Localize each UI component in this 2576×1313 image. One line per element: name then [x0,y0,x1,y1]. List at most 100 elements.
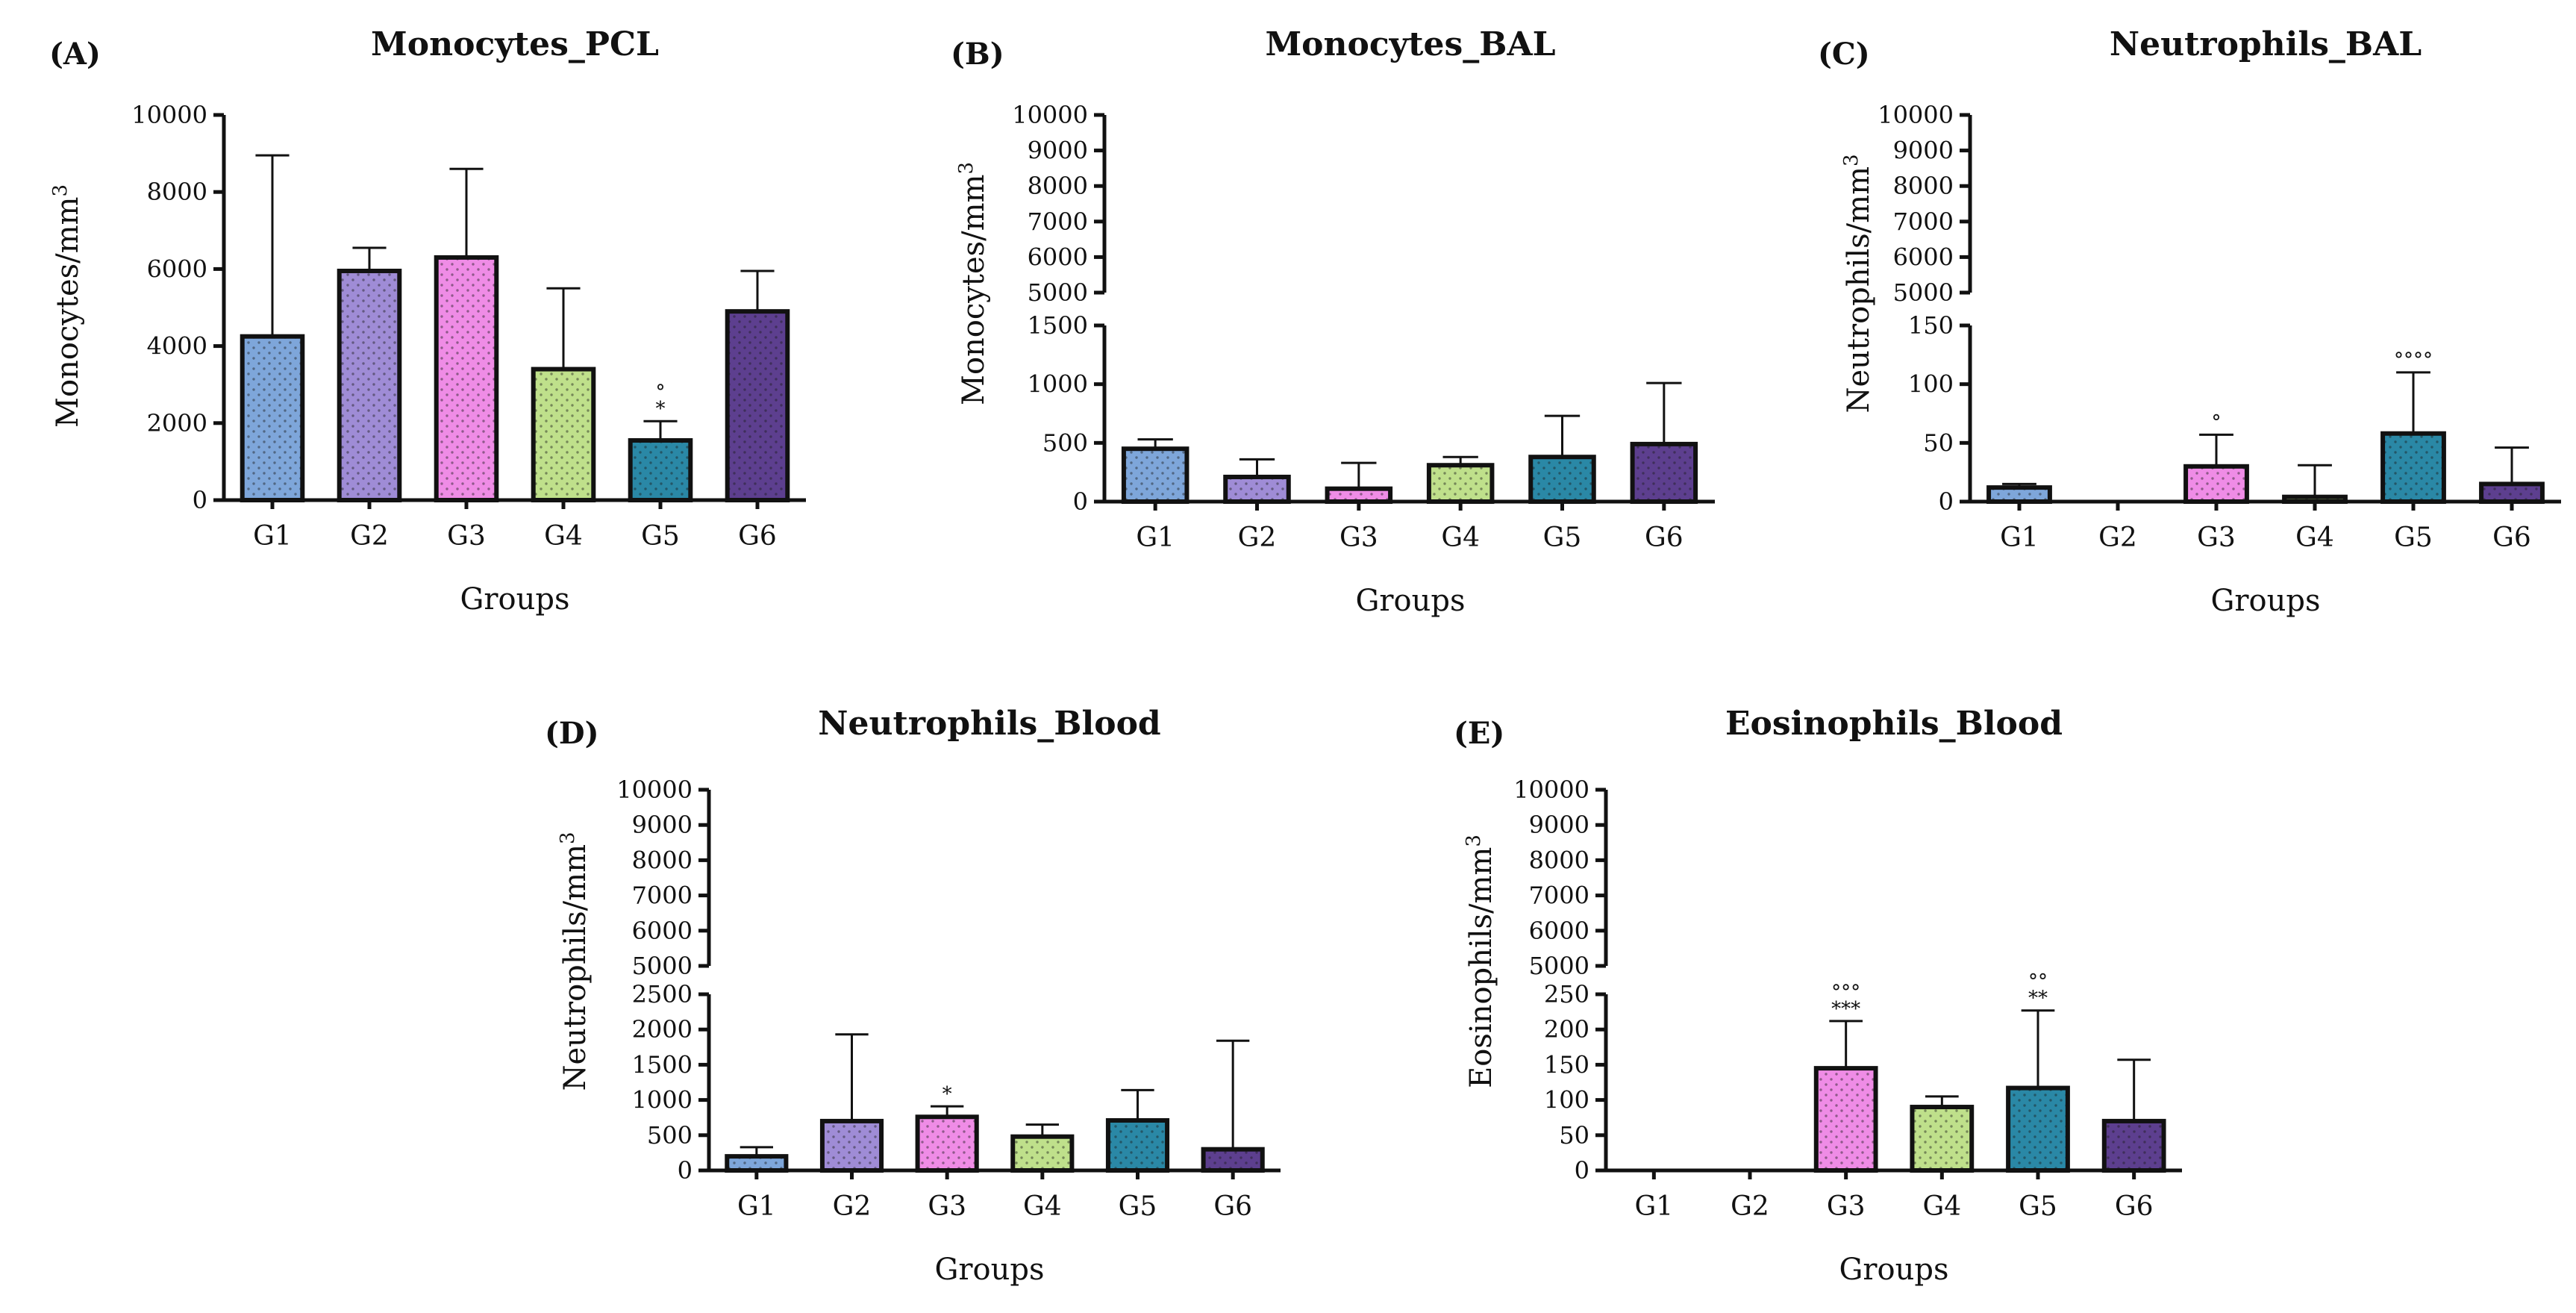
panel-b-y-tick-label: 6000 [1028,243,1088,271]
panel-e-y-tick-label: 100 [1544,1086,1589,1114]
panel-e-y-tick-label: 5000 [1529,952,1589,980]
panel-a-y-tick-label: 4000 [147,332,207,361]
panel-b: (B) Monocytes_BAL 0 500 1000 1500 5000 6000 70… [951,25,1715,618]
panel-b-bar-texture-g3 [1327,488,1391,502]
panel-b-bar-texture-g6 [1632,443,1696,502]
panel-d: (D) Neutrophils_Blood 0 500 1000 1500 2000 25… [545,705,1281,1287]
panel-d-y-tick-label: 2000 [632,1015,693,1044]
panel-d-bar-texture-g3 [917,1117,977,1170]
panel-c: (C) Neutrophils_BAL 0 50 100 150 5000 6000 700… [1818,25,2561,618]
panel-d-label: (D) [545,716,599,751]
panel-e-bar-texture-g4 [1912,1107,1972,1170]
panel-a-y-tick-label: 6000 [147,255,207,283]
panel-c-y-tick-label: 100 [1908,370,1954,399]
panel-d-x-tick-label-g4: G4 [1023,1191,1062,1222]
panel-e-y-tick-label: 8000 [1529,846,1589,874]
panel-e-x-tick-label-g2: G2 [1731,1191,1769,1222]
panel-c-x-tick-label-g4: G4 [2295,523,2334,553]
panel-b-y-tick-label: 500 [1042,428,1088,457]
panel-b-x-tick-label-g5: G5 [1543,523,1582,553]
panel-e-y-tick-label: 50 [1559,1121,1589,1150]
panel-e-significance-g3: *** [1831,998,1860,1020]
panel-c-x-tick-label-g2: G2 [2098,523,2137,553]
panel-d-y-tick-label: 6000 [632,917,693,945]
panel-c-axes: 0 50 100 150 5000 6000 7000 8000 9000 10000 G1 G2 G3… [1878,101,2561,553]
panel-a-title: Monocytes_PCL [371,25,659,63]
panel-b-y-tick-label: 7000 [1028,208,1088,236]
panel-c-y-tick-label: 8000 [1893,172,1954,200]
panel-e-bar-texture-g3 [1816,1068,1876,1170]
panel-d-ylabel: Neutrophils/mm3 [557,832,593,1091]
panel-d-bar-texture-g4 [1013,1136,1072,1170]
panel-d-y-tick-label: 9000 [632,811,693,839]
panel-e-y-tick-label: 6000 [1529,917,1589,945]
panel-c-label: (C) [1818,37,1870,72]
panel-d-title: Neutrophils_Blood [818,705,1160,743]
panel-b-bar-texture-g5 [1531,457,1594,502]
panel-a-x-tick-label-g4: G4 [544,521,583,552]
panel-e-x-tick-label-g6: G6 [2115,1191,2154,1222]
panel-a-bar-texture-g5 [630,440,691,500]
panel-e-significance-g5: ** [2028,988,2048,1010]
panel-e: (E) Eosinophils_Blood 0 50 100 150 200 250500… [1454,705,2182,1287]
panel-a-y-tick-label: 0 [193,486,207,514]
panel-d-y-tick-label: 10000 [616,776,693,804]
panel-a-bar-texture-g4 [533,369,594,500]
panel-b-title: Monocytes_BAL [1265,25,1555,63]
panel-c-y-tick-label: 6000 [1893,243,1954,271]
panel-d-x-tick-label-g3: G3 [928,1191,966,1222]
panel-c-y-tick-label: 150 [1908,311,1954,340]
panel-e-x-tick-label-g1: G1 [1634,1191,1673,1222]
panel-b-y-tick-label: 9000 [1028,137,1088,165]
panel-d-x-tick-label-g5: G5 [1119,1191,1157,1222]
panel-e-y-tick-label: 7000 [1529,882,1589,910]
panel-b-x-tick-label-g4: G4 [1441,523,1480,553]
panel-e-bar-texture-g5 [2008,1088,2068,1170]
panel-e-ylabel: Eosinophils/mm3 [1463,835,1498,1088]
panel-d-y-tick-label: 500 [647,1121,693,1150]
panel-c-y-tick-label: 10000 [1878,101,1954,129]
panel-c-bar-texture-g4 [2284,496,2345,502]
panel-d-y-tick-label: 8000 [632,846,693,874]
panel-e-significance-g3: °°° [1831,982,1860,1004]
panel-c-ylabel: Neutrophils/mm3 [1840,154,1876,413]
panel-c-y-tick-label: 50 [1923,428,1954,457]
panel-a-x-tick-label-g5: G5 [641,521,680,552]
panel-a-x-tick-label-g2: G2 [350,521,389,552]
panel-d-y-tick-label: 1000 [632,1086,693,1114]
panel-b-y-tick-label: 0 [1073,487,1088,516]
panel-b-label: (B) [951,37,1004,72]
panel-b-bar-texture-g4 [1428,465,1492,502]
panel-e-y-tick-label: 0 [1575,1156,1589,1185]
panel-c-x-tick-label-g5: G5 [2394,523,2433,553]
panel-d-x-tick-label-g6: G6 [1213,1191,1252,1222]
panel-a-x-tick-label-g6: G6 [738,521,777,552]
panel-b-y-tick-label: 5000 [1028,278,1088,307]
panel-e-y-tick-label: 9000 [1529,811,1589,839]
panel-e-x-tick-label-g4: G4 [1922,1191,1961,1222]
panel-a-x-tick-label-g3: G3 [447,521,486,552]
panel-d-y-tick-label: 2500 [632,980,693,1008]
panel-c-y-tick-label: 9000 [1893,137,1954,165]
panel-b-xlabel: Groups [1355,584,1465,618]
panel-b-bar-texture-g1 [1123,449,1187,502]
panel-c-significance-g5: °°°° [2394,349,2433,372]
panel-a-xlabel: Groups [460,582,569,617]
panel-a-bar-texture-g6 [727,311,788,500]
panel-d-y-tick-label: 0 [678,1156,693,1185]
panel-c-y-tick-label: 0 [1939,487,1954,516]
panel-a-x-tick-label-g1: G1 [253,521,292,552]
panel-b-bar-texture-g2 [1225,476,1289,502]
panel-e-y-tick-label: 10000 [1513,776,1589,804]
panel-a-label: (A) [49,37,101,72]
panel-a-bar-texture-g2 [339,270,400,500]
panel-a-ylabel: Monocytes/mm3 [49,184,85,428]
panel-e-y-tick-label: 200 [1544,1015,1589,1044]
panel-d-bar-texture-g6 [1203,1149,1263,1170]
panel-b-y-tick-label: 10000 [1012,101,1088,129]
panel-c-x-tick-label-g6: G6 [2492,523,2531,553]
panel-d-bar-texture-g1 [727,1156,787,1170]
